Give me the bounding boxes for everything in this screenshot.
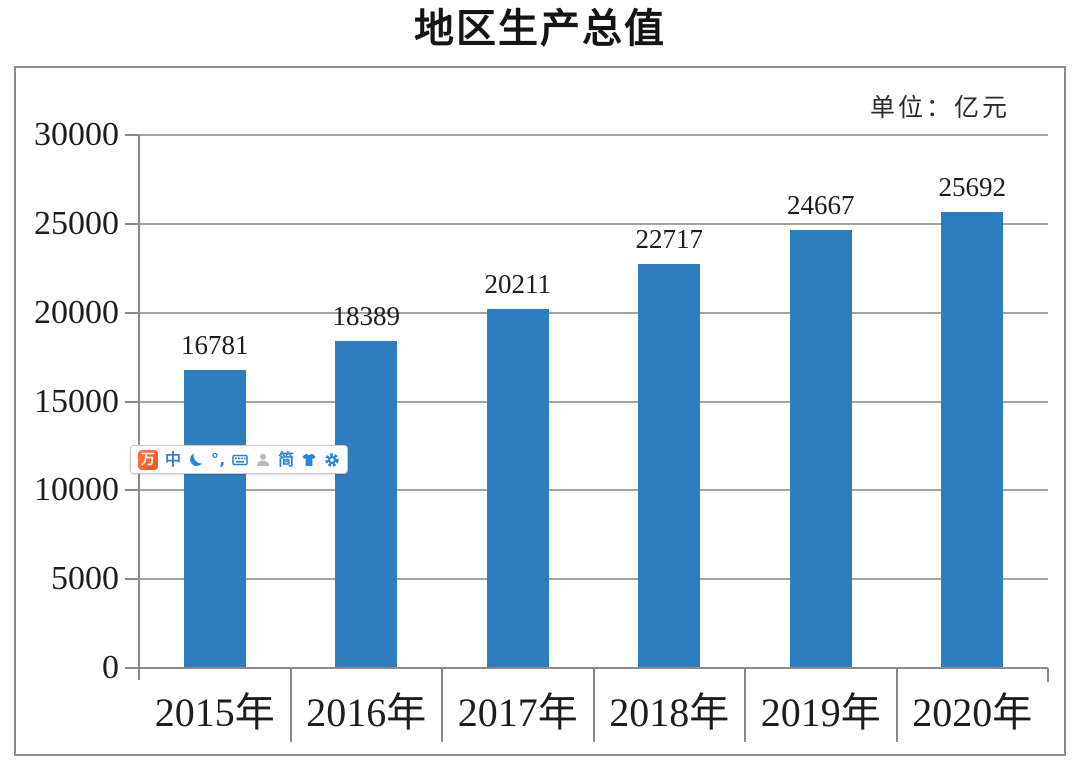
x-axis-tick — [895, 668, 898, 742]
bar-2016年 — [335, 341, 398, 668]
skin-tshirt-icon[interactable] — [301, 452, 317, 468]
y-axis-tick-label: 0 — [102, 649, 119, 686]
bar-2018年 — [638, 264, 701, 668]
y-axis-tick — [125, 134, 139, 136]
x-axis-tick — [289, 668, 292, 742]
y-axis-tick-label: 15000 — [34, 382, 119, 420]
tshirt-icon — [302, 453, 316, 466]
bar-2020年 — [941, 211, 1004, 668]
gear-icon — [325, 452, 339, 467]
bar-value-label: 18389 — [332, 301, 401, 332]
x-axis-category-label: 2017年 — [457, 690, 578, 735]
y-axis-tick — [125, 667, 139, 669]
halfwidth-moon-icon[interactable] — [188, 452, 204, 468]
x-axis-category-label: 2019年 — [760, 690, 881, 735]
bar-2015年 — [183, 369, 246, 668]
bar-value-label: 20211 — [484, 268, 552, 299]
keyboard-icon — [232, 454, 248, 465]
y-gridline — [139, 134, 1048, 136]
y-axis-tick-label: 5000 — [51, 560, 119, 598]
y-axis-tick-label: 25000 — [34, 204, 119, 242]
y-gridline — [139, 400, 1048, 403]
y-gridline — [139, 222, 1048, 225]
unit-label: 单位：亿元 — [869, 95, 1010, 122]
bar-2017年 — [486, 308, 549, 668]
account-person-icon[interactable] — [255, 452, 271, 468]
y-axis-tick-label: 10000 — [34, 471, 119, 509]
x-axis-tick — [441, 668, 443, 742]
x-axis-tick — [1047, 668, 1049, 682]
x-axis-category-label: 2020年 — [912, 690, 1033, 735]
x-axis-tick — [744, 668, 746, 742]
y-axis-tick — [125, 578, 139, 581]
y-gridline — [139, 578, 1048, 581]
bar-value-label: 25692 — [938, 171, 1007, 202]
y-axis-tick — [125, 489, 139, 492]
chart-figure: 单位：亿元 0 5000 10000 15000 20000 25000 30000 1678… — [14, 66, 1066, 756]
x-axis-category-label: 2016年 — [306, 690, 427, 735]
y-axis-tick — [125, 400, 139, 403]
y-gridline — [139, 489, 1048, 492]
y-axis-tick-label: 20000 — [34, 293, 119, 331]
bar-value-label: 22717 — [635, 224, 704, 255]
wubi-logo-icon[interactable]: 万 — [138, 449, 158, 470]
simplified-chinese-icon[interactable]: 简 — [278, 449, 295, 469]
x-axis-tick — [592, 668, 595, 742]
settings-gear-icon[interactable] — [324, 452, 340, 468]
y-axis-tick-label: 30000 — [34, 116, 119, 153]
bar-2019年 — [789, 229, 852, 668]
input-method-toolbar[interactable]: 万中 °‚ 简 — [130, 445, 349, 474]
bar-value-label: 24667 — [787, 189, 855, 220]
y-gridline — [139, 311, 1048, 314]
bar-value-label: 16781 — [181, 329, 249, 360]
chart-title: 地区生产总值 — [414, 7, 666, 51]
y-axis-tick — [125, 222, 139, 225]
soft-keyboard-icon[interactable] — [232, 452, 248, 468]
moon-icon — [190, 452, 203, 466]
person-icon — [256, 453, 270, 466]
x-axis-category-label: 2015年 — [154, 690, 275, 735]
punctuation-mode-icon[interactable]: °‚ — [211, 449, 226, 469]
x-axis-category-label: 2018年 — [609, 690, 730, 735]
chinese-mode-icon[interactable]: 中 — [165, 449, 182, 469]
y-axis-line — [138, 135, 140, 680]
y-axis-tick — [125, 311, 139, 314]
